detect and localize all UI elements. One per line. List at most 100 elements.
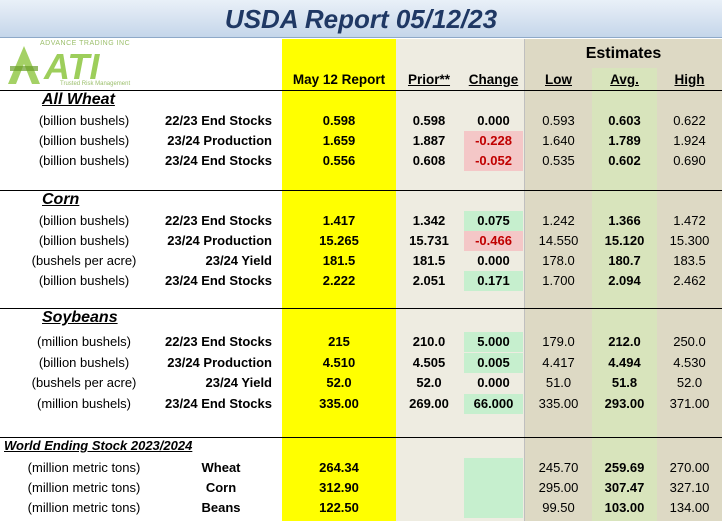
prior-cell: 0.598 [412,113,446,128]
low-cell: 51.0 [545,375,572,390]
unit-cell: (billion bushels) [38,213,130,228]
item-cell: 23/24 Production [167,133,272,148]
prior-cell: 210.0 [412,334,446,349]
prior-cell: 1.342 [412,213,446,228]
divider [524,39,525,521]
unit-cell: (million metric tons) [27,500,141,515]
high-cell: 0.690 [673,153,706,168]
item-cell: 23/24 Yield [205,375,273,390]
section-rule [0,437,722,438]
report-cell: 181.5 [322,253,356,268]
avg-cell: 293.00 [604,395,645,411]
change-cell: 0.005 [477,354,510,370]
logo-tagline: Trusted Risk Management [60,81,131,87]
avg-cell: 180.7 [608,253,641,268]
item-cell: 22/23 End Stocks [165,113,272,128]
high-cell: 4.530 [673,354,706,370]
report-cell: 312.90 [319,480,359,495]
item-cell: Corn [205,480,237,495]
low-cell: 4.417 [542,354,575,370]
report-cell: 0.598 [322,113,356,128]
change-highlight [464,352,523,373]
item-cell: 23/24 Production [167,354,272,370]
high-cell: 1.472 [673,213,706,228]
avg-cell: 259.69 [604,460,645,475]
high-cell: 15.300 [669,233,710,248]
low-cell: 179.0 [542,334,575,349]
report-cell: 122.50 [319,500,359,515]
low-cell: 0.593 [542,113,575,128]
change-highlight [464,332,523,352]
prior-cell: 0.608 [412,153,446,168]
title-bar: USDA Report 05/12/23 [0,0,722,38]
low-cell: 99.50 [542,500,575,515]
high-cell: 134.00 [669,500,710,515]
avg-cell: 1.789 [608,133,641,148]
avg-cell: 1.366 [608,213,641,228]
high-cell: 371.00 [669,395,710,411]
high-cell: 327.10 [669,480,710,495]
high-cell: 183.5 [673,253,706,268]
prior-cell: 2.051 [412,273,446,288]
logo-mark: ATI [44,46,100,87]
report-cell: 4.510 [322,354,356,370]
section-rule [0,190,722,191]
avg-cell: 0.602 [608,153,641,168]
section-rule [0,90,722,91]
change-cell: 66.000 [473,395,514,411]
avg-cell: 212.0 [608,334,641,349]
high-cell: 250.0 [673,334,706,349]
item-cell: Beans [201,500,241,515]
section-title: Corn [42,191,80,208]
col-header: Prior** [407,72,451,87]
section-rule [0,308,722,309]
change-cell: -0.466 [475,233,512,248]
change-highlight [464,478,523,498]
col-header: Change [468,72,519,87]
item-cell: 23/24 End Stocks [165,273,272,288]
item-cell: Wheat [201,460,241,475]
unit-cell: (billion bushels) [38,153,130,168]
low-cell: 14.550 [538,233,579,248]
prior-cell: 1.887 [412,133,446,148]
avg-cell: 51.8 [611,375,638,390]
report-cell: 52.0 [326,375,352,390]
unit-cell: (million bushels) [37,334,131,349]
logo-icon [8,46,40,84]
report-cell: 1.659 [322,133,356,148]
item-cell: 23/24 End Stocks [165,395,272,411]
unit-cell: (billion bushels) [38,133,130,148]
item-cell: 23/24 End Stocks [165,153,272,168]
prior-cell: 52.0 [416,375,442,390]
unit-cell: (billion bushels) [38,233,130,248]
unit-cell: (bushels per acre) [31,253,137,268]
change-highlight [464,211,523,231]
low-cell: 1.242 [542,213,575,228]
report-cell: 335.00 [319,395,359,411]
low-cell: 0.535 [542,153,575,168]
change-highlight [464,151,523,171]
change-highlight [464,393,523,414]
low-cell: 1.700 [542,273,575,288]
report-cell: 215 [328,334,350,349]
prior-cell: 15.731 [409,233,449,248]
low-cell: 1.640 [542,133,575,148]
col-header: High [674,72,705,87]
unit-cell: (million bushels) [37,395,131,411]
prior-cell: 181.5 [412,253,446,268]
change-highlight [464,458,523,478]
high-cell: 2.462 [673,273,706,288]
high-cell: 52.0 [676,375,703,390]
low-cell: 178.0 [542,253,575,268]
item-cell: 23/24 Production [167,233,272,248]
low-cell: 245.70 [538,460,579,475]
change-highlight [464,271,523,291]
item-cell: 23/24 Yield [205,253,273,268]
logo-company: ADVANCE TRADING INC [40,40,131,47]
estimates-header: Estimates [585,45,662,62]
col-header: May 12 Report [292,72,386,87]
col-header: Avg. [610,72,639,87]
avg-cell: 103.00 [604,500,645,515]
unit-cell: (million metric tons) [27,480,141,495]
